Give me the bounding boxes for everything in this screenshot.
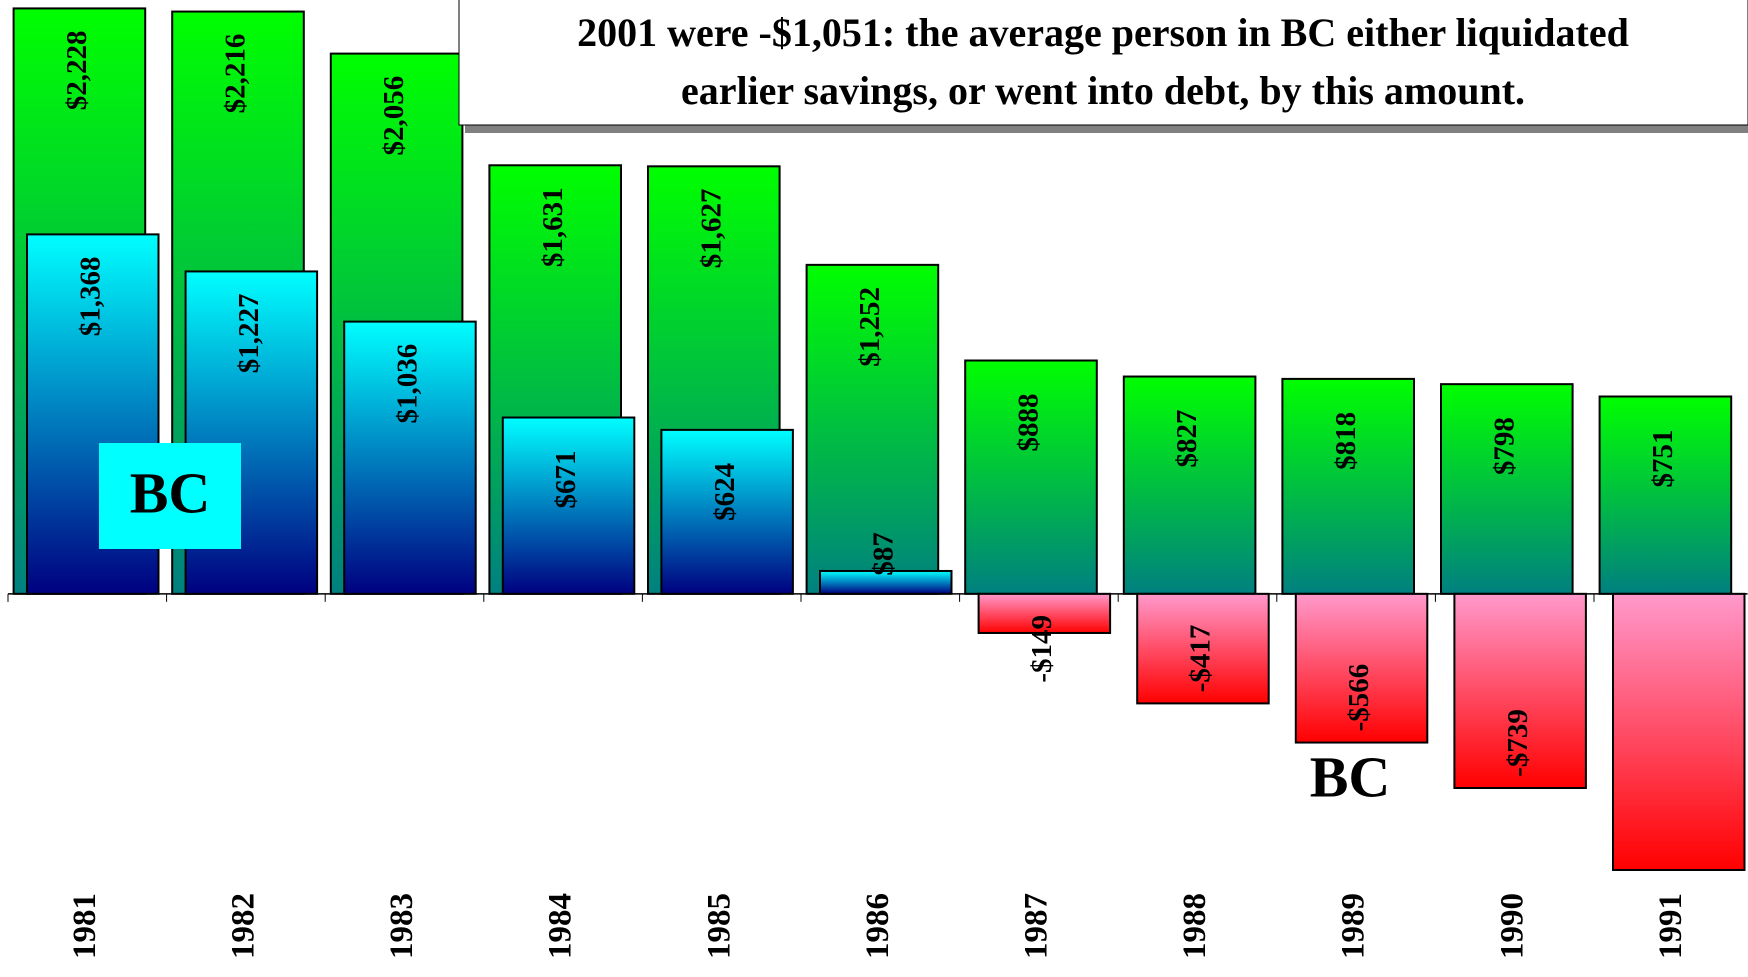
x-tick-label: 1984 bbox=[543, 893, 579, 959]
bar bbox=[805, 263, 940, 595]
x-tick-label: 1981 bbox=[67, 893, 103, 959]
value-label: $671 bbox=[550, 451, 582, 509]
title-line: 2001 were -$1,051: the average person in… bbox=[577, 10, 1629, 55]
x-tick-label: 1991 bbox=[1653, 893, 1689, 959]
x-tick-label: 1983 bbox=[384, 893, 420, 959]
x-tick-label: 1987 bbox=[1018, 893, 1054, 959]
title-box bbox=[458, 0, 1748, 126]
bar bbox=[1453, 592, 1587, 790]
legend-label: BC bbox=[130, 460, 211, 525]
bar bbox=[977, 592, 1112, 634]
x-tick-label: 1982 bbox=[225, 893, 261, 959]
bar bbox=[660, 428, 794, 595]
bars bbox=[12, 7, 1746, 871]
bar bbox=[1281, 377, 1416, 595]
bar bbox=[1598, 395, 1733, 595]
value-label: $87 bbox=[867, 532, 899, 576]
bar bbox=[343, 320, 477, 595]
x-tick-label: 1989 bbox=[1336, 893, 1372, 959]
bar bbox=[501, 416, 636, 595]
value-label: $1,036 bbox=[392, 344, 424, 424]
value-label: $827 bbox=[1171, 410, 1203, 468]
value-label: $624 bbox=[709, 463, 741, 521]
value-label: -$149 bbox=[1026, 615, 1058, 683]
value-label: $751 bbox=[1647, 429, 1679, 487]
bar bbox=[1440, 383, 1574, 595]
x-tick-label: 1990 bbox=[1494, 893, 1530, 959]
value-label: $1,368 bbox=[74, 257, 106, 337]
value-label: $818 bbox=[1330, 412, 1362, 470]
value-label: -$417 bbox=[1185, 625, 1217, 693]
value-label: -$739 bbox=[1502, 709, 1534, 777]
value-label: $1,631 bbox=[537, 187, 569, 267]
title-line: earlier savings, or went into debt, by t… bbox=[681, 68, 1525, 113]
value-label: $2,056 bbox=[378, 76, 410, 156]
x-tick-label: 1988 bbox=[1177, 893, 1213, 959]
value-label: $798 bbox=[1488, 417, 1520, 475]
value-label: $1,627 bbox=[695, 188, 727, 268]
value-label: $2,228 bbox=[61, 31, 93, 111]
x-tick-label: 1985 bbox=[701, 893, 737, 959]
legend-box bbox=[99, 443, 241, 549]
value-label: -$566 bbox=[1343, 664, 1375, 732]
value-label: $1,227 bbox=[233, 294, 265, 374]
bar bbox=[1294, 592, 1429, 744]
x-tick-label: 1986 bbox=[860, 893, 896, 959]
bar bbox=[1136, 592, 1270, 705]
legend-label: BC bbox=[1310, 744, 1391, 809]
value-label: $1,252 bbox=[854, 287, 886, 367]
value-label: $2,216 bbox=[220, 34, 252, 114]
bar bbox=[1122, 375, 1257, 595]
value-label: $888 bbox=[1013, 394, 1045, 452]
bar bbox=[1612, 592, 1746, 871]
